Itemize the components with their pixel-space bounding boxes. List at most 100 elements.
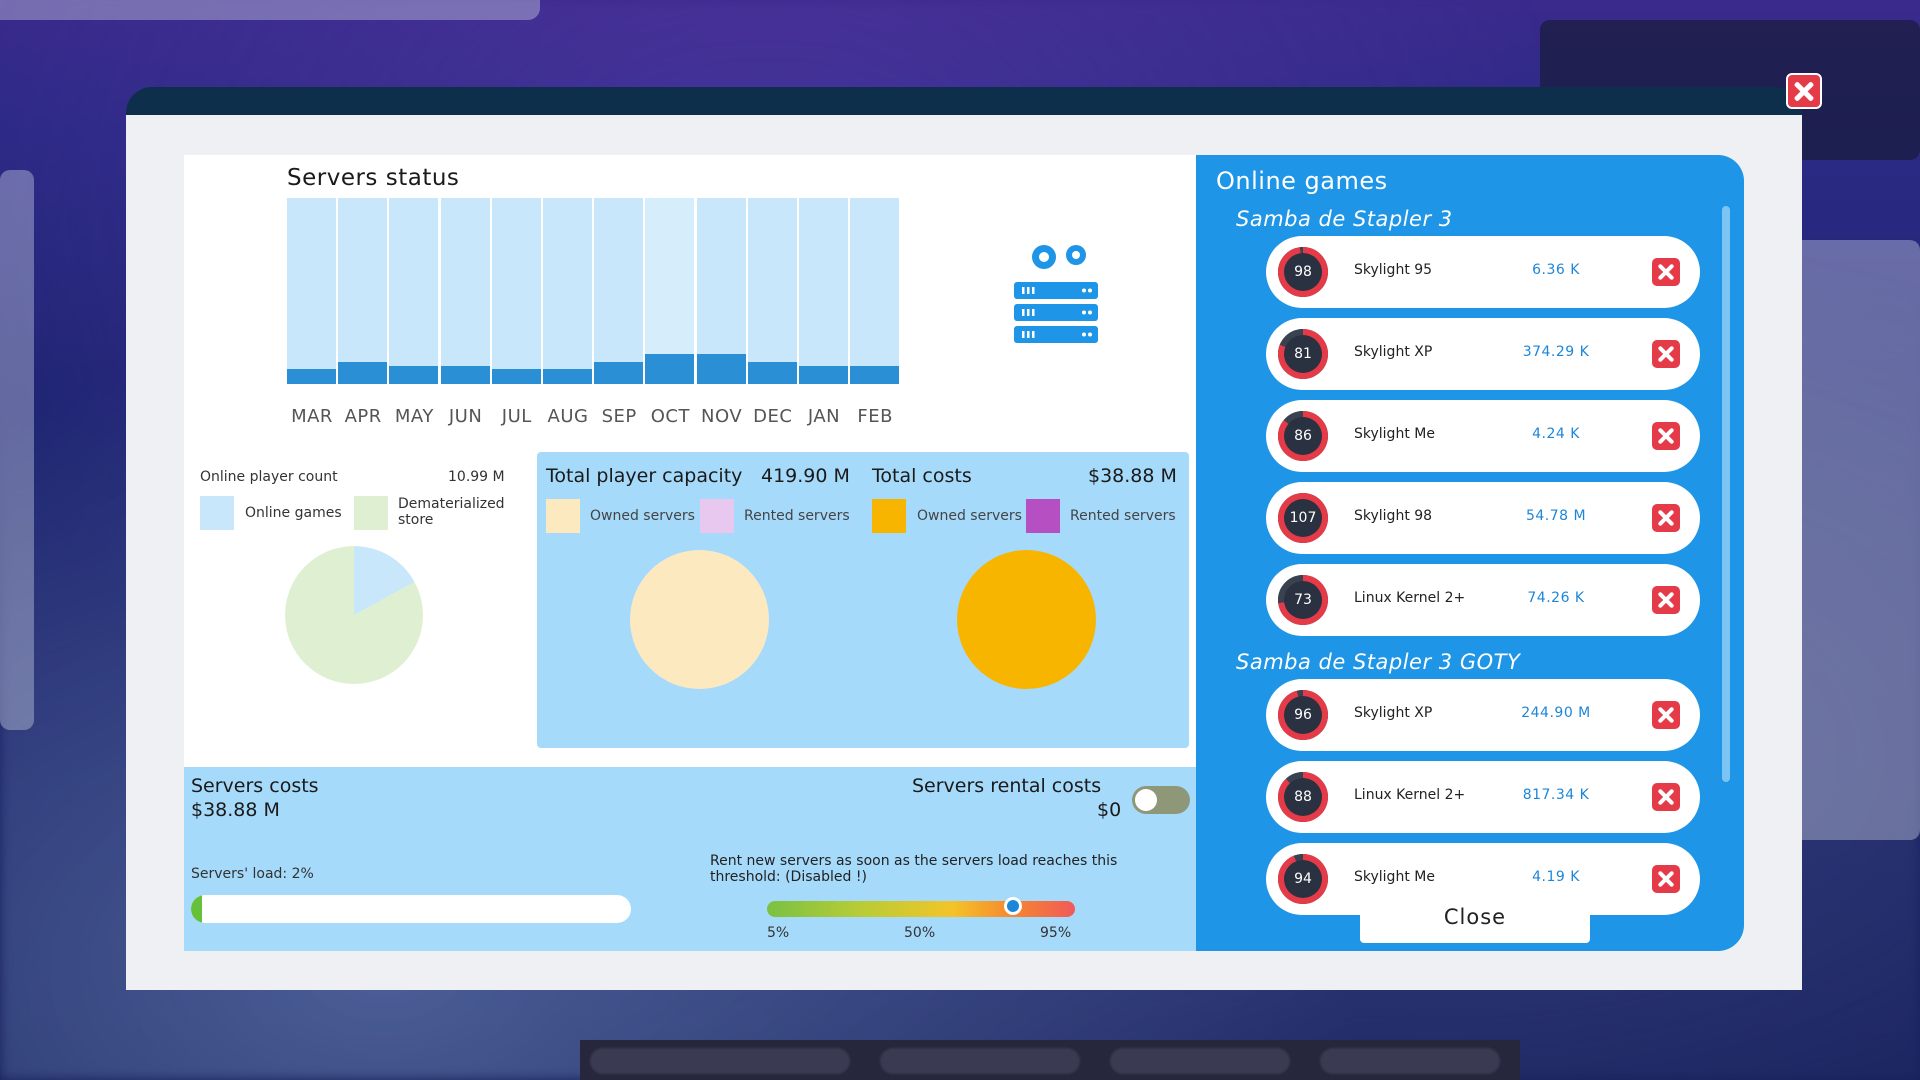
player-count-value: 10.99 M <box>448 469 505 485</box>
month-label: MAR <box>291 406 333 427</box>
online-games-scrollbar[interactable] <box>1722 206 1730 782</box>
month-label: FEB <box>857 406 893 427</box>
platform-card: 86 Skylight Me 4.24 K <box>1266 400 1700 472</box>
servers-load-bar <box>191 895 631 923</box>
month-labels: MAR APR MAY JUN JUL AUG SEP OCT NOV DEC JAN FEB <box>287 406 901 430</box>
platform-name: Skylight 98 <box>1354 508 1433 524</box>
remove-platform-icon[interactable] <box>1652 340 1680 368</box>
costs-value: $38.88 M <box>1088 465 1177 487</box>
remove-platform-icon[interactable] <box>1652 586 1680 614</box>
month-label: JUN <box>448 406 483 427</box>
chart-bar-fill <box>287 369 336 384</box>
remove-platform-icon[interactable] <box>1652 422 1680 450</box>
online-games-panel: Online games Samba de Stapler 3 98 Skyligh… <box>1196 155 1744 951</box>
score-badge: 96 <box>1278 690 1328 740</box>
background-chip <box>1110 1048 1290 1074</box>
background-chip <box>880 1048 1080 1074</box>
chart-bar-may <box>389 198 439 384</box>
legend-label-costs-rented: Rented servers <box>1070 508 1176 524</box>
remove-platform-icon[interactable] <box>1652 701 1680 729</box>
platform-name: Skylight XP <box>1354 705 1433 721</box>
chart-bar-fill <box>747 361 797 384</box>
player-count-value: 374.29 K <box>1522 344 1590 360</box>
chart-bar-mar <box>287 198 336 384</box>
server-settings-icon <box>1014 245 1098 343</box>
chart-bar-fill <box>389 366 439 384</box>
chart-bar-sep <box>594 198 644 384</box>
threshold-slider-handle[interactable] <box>1004 897 1023 915</box>
score-badge: 94 <box>1278 854 1328 904</box>
score-value: 107 <box>1289 510 1317 526</box>
score-inner <box>1284 499 1322 537</box>
score-value: 98 <box>1294 264 1312 280</box>
rental-toggle[interactable] <box>1132 786 1190 814</box>
player-count-value: 74.26 K <box>1527 590 1585 606</box>
month-label: OCT <box>650 406 690 427</box>
threshold-tick-95: 95% <box>1040 925 1072 941</box>
score-inner <box>1284 860 1322 898</box>
month-label: JUL <box>501 406 532 427</box>
platform-card: 107 Skylight 98 54.78 M <box>1266 482 1700 554</box>
servers-status-title: Servers status <box>287 165 460 191</box>
platform-card: 73 Linux Kernel 2+ 74.26 K <box>1266 564 1700 636</box>
remove-platform-icon[interactable] <box>1652 258 1680 286</box>
chart-bar-nov <box>696 198 746 384</box>
platform-name: Skylight 95 <box>1354 262 1433 278</box>
month-label: NOV <box>701 406 743 427</box>
platform-name: Skylight Me <box>1354 426 1435 442</box>
score-value: 86 <box>1294 428 1312 444</box>
score-value: 94 <box>1294 871 1312 887</box>
score-value: 73 <box>1294 592 1312 608</box>
capacity-label: Total player capacity <box>546 465 743 487</box>
rental-costs-value: $0 <box>1097 799 1122 821</box>
servers-load-chart <box>287 198 901 384</box>
close-button[interactable]: Close <box>1360 891 1590 943</box>
rental-costs-label: Servers rental costs <box>912 775 1102 797</box>
chart-bar-apr <box>338 198 388 384</box>
platform-card: 81 Skylight XP 374.29 K <box>1266 318 1700 390</box>
background-chip <box>590 1048 850 1074</box>
player-count-value: 4.24 K <box>1532 426 1580 442</box>
servers-load-fill <box>191 895 202 923</box>
remove-platform-icon[interactable] <box>1652 783 1680 811</box>
threshold-text: Rent new servers as soon as the servers … <box>710 853 1118 885</box>
score-badge: 107 <box>1278 493 1328 543</box>
month-label: JAN <box>807 406 841 427</box>
score-value: 96 <box>1294 707 1312 723</box>
threshold-tick-50: 50% <box>904 925 936 941</box>
score-badge: 88 <box>1278 772 1328 822</box>
platform-name: Linux Kernel 2+ <box>1354 787 1466 803</box>
costs-label: Total costs <box>872 465 972 487</box>
legend-swatch-online-games <box>200 496 234 530</box>
player-count-value: 6.36 K <box>1532 262 1580 278</box>
chart-bar-aug <box>543 198 592 384</box>
modal-header <box>126 87 1802 115</box>
capacity-value: 419.90 M <box>761 465 850 487</box>
remove-platform-icon[interactable] <box>1652 865 1680 893</box>
remove-platform-icon[interactable] <box>1652 504 1680 532</box>
background-chip <box>1320 1048 1500 1074</box>
chart-bar-dec <box>747 198 797 384</box>
score-value: 81 <box>1294 346 1312 362</box>
background-toolbar <box>580 1040 1520 1080</box>
platform-card: 98 Skylight 95 6.36 K <box>1266 236 1700 308</box>
servers-costs-label: Servers costs <box>191 775 319 797</box>
player-count-value: 817.34 K <box>1522 787 1590 803</box>
month-label: MAY <box>394 406 434 427</box>
chart-bar-jan <box>799 198 848 384</box>
month-label: APR <box>344 406 382 427</box>
threshold-tick-5: 5% <box>767 925 790 941</box>
chart-bar-fill <box>645 354 695 384</box>
modal-close-icon[interactable] <box>1786 73 1822 109</box>
legend-label-costs-owned: Owned servers <box>917 508 1022 524</box>
score-inner <box>1284 253 1322 291</box>
platform-name: Skylight Me <box>1354 869 1435 885</box>
platform-name: Linux Kernel 2+ <box>1354 590 1466 606</box>
legend-swatch-capacity-owned <box>546 499 580 533</box>
costs-pie-chart <box>957 550 1096 689</box>
toggle-knob <box>1135 789 1157 811</box>
chart-bar-fill <box>850 366 900 384</box>
chart-bar-jun <box>440 198 490 384</box>
game-title: Samba de Stapler 3 <box>1236 207 1453 231</box>
threshold-slider[interactable] <box>767 897 1075 917</box>
